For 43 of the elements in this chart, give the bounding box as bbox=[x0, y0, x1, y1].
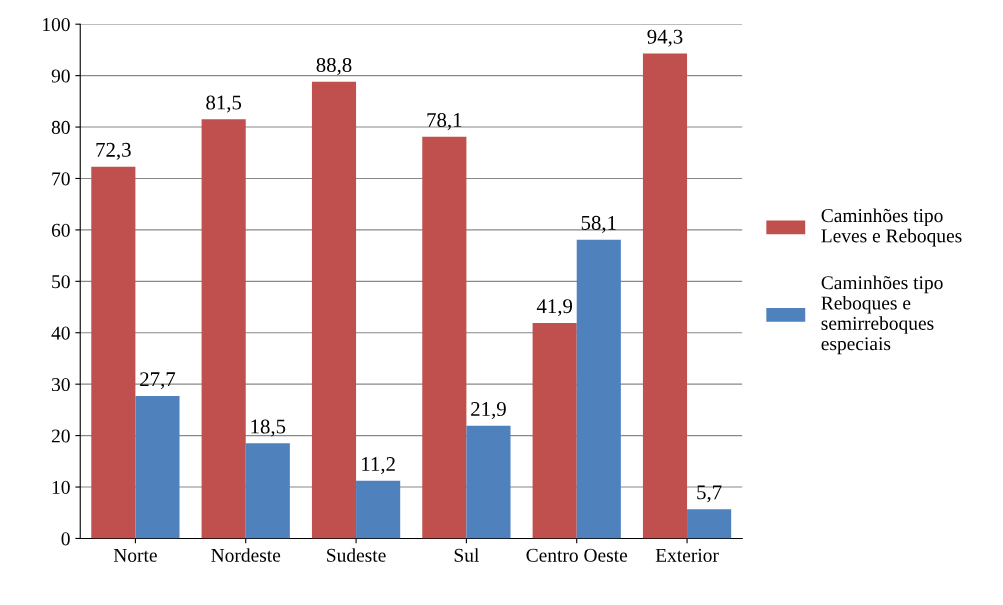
bar bbox=[642, 53, 688, 539]
x-tick-label: Sudeste bbox=[327, 548, 386, 562]
bar bbox=[91, 166, 136, 539]
y-tick-label: 10 bbox=[52, 480, 70, 494]
bar bbox=[245, 443, 290, 539]
bar bbox=[356, 480, 401, 539]
y-tick-label: 80 bbox=[51, 120, 70, 134]
bar bbox=[311, 81, 357, 539]
y-tick-label: 70 bbox=[52, 172, 70, 186]
y-tick-label: 20 bbox=[51, 429, 70, 443]
y-tick-label: 40 bbox=[51, 326, 70, 340]
legend-label: Caminhões tipo Reboques e semirreboques especiais bbox=[821, 275, 943, 355]
x-tick-label: Centro Oeste bbox=[526, 548, 628, 562]
data-label: 94,3 bbox=[647, 29, 683, 47]
bar bbox=[466, 425, 511, 539]
data-label: 78,1 bbox=[427, 112, 462, 131]
data-label: 5,7 bbox=[697, 485, 722, 503]
data-label: 88,8 bbox=[316, 57, 352, 76]
bar bbox=[422, 136, 467, 539]
data-label: 27,7 bbox=[140, 372, 176, 390]
y-tick-label: 30 bbox=[52, 377, 70, 392]
legend-label: Caminhões tipo Leves e Reboques bbox=[821, 208, 962, 247]
data-label: 81,5 bbox=[206, 95, 242, 113]
y-tick-label: 60 bbox=[51, 223, 70, 237]
data-label: 72,3 bbox=[96, 142, 131, 160]
bar bbox=[532, 322, 577, 539]
bar bbox=[135, 396, 180, 539]
bar bbox=[576, 239, 621, 539]
y-tick-label: 50 bbox=[52, 275, 70, 289]
data-label: 41,9 bbox=[536, 299, 573, 317]
data-label: 11,2 bbox=[362, 457, 395, 475]
x-tick-label: Sul bbox=[454, 548, 479, 562]
y-tick-label: 0 bbox=[61, 532, 70, 546]
data-label: 58,1 bbox=[581, 215, 616, 233]
data-label: 18,5 bbox=[251, 419, 286, 437]
x-tick-label: Nordeste bbox=[211, 548, 281, 562]
data-label: 21,9 bbox=[471, 402, 506, 420]
x-tick-label: Exterior bbox=[655, 548, 719, 562]
bar bbox=[201, 119, 246, 539]
y-tick-label: 100 bbox=[43, 18, 70, 32]
y-tick-label: 90 bbox=[51, 69, 70, 83]
bar bbox=[687, 509, 732, 539]
x-tick-label: Norte bbox=[113, 548, 157, 562]
